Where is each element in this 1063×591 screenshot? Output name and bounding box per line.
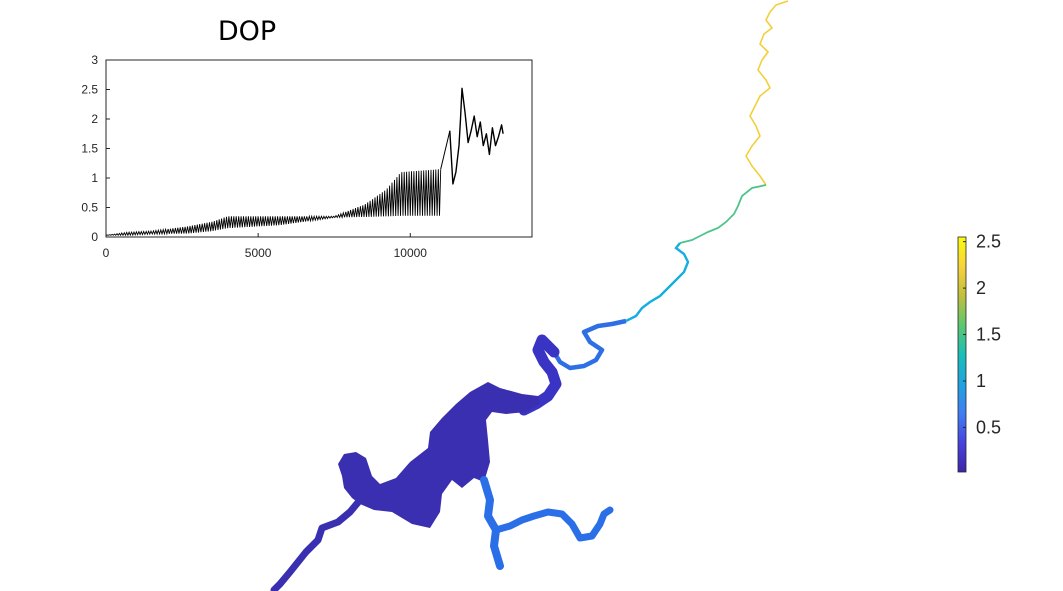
- x-axis: 0 5000 10000: [103, 233, 428, 260]
- lake-body: [338, 382, 540, 528]
- colorbar-tick-label: 1.5: [976, 325, 1001, 345]
- y-tick-label: 3: [91, 53, 98, 67]
- dop-join-line: [440, 130, 451, 170]
- y-axis: 0 0.5 1 1.5 2 2.5 3: [81, 53, 110, 244]
- x-tick-label: 5000: [245, 246, 272, 260]
- y-tick-label: 0.5: [81, 201, 98, 215]
- river-map: [270, 0, 789, 591]
- dop-series: [105, 87, 504, 237]
- colorbar-tick-label: 1: [976, 371, 986, 391]
- colorbar-ticks: 0.5 1 1.5 2 2.5: [963, 232, 1001, 437]
- plot-area-frame: [105, 59, 533, 238]
- dop-band-line: [105, 169, 442, 237]
- y-tick-label: 2.5: [81, 83, 98, 97]
- river-teal-channel: [625, 242, 690, 323]
- river-blue-channel: [552, 318, 627, 371]
- dop-tail-line: [449, 87, 504, 185]
- colorbar-gradient: [957, 236, 967, 473]
- river-upper-channel: [745, 0, 789, 186]
- colorbar: 0.5 1 1.5 2 2.5: [957, 232, 1001, 473]
- y-tick-label: 2: [91, 112, 98, 126]
- chart-title: DOP: [218, 16, 276, 47]
- y-tick-label: 0: [91, 230, 98, 244]
- x-tick-label: 0: [103, 246, 110, 260]
- dop-inset-chart: DOP 0 5000 10000 0 0.5 1 1.5 2 2.5 3: [81, 16, 533, 260]
- river-lower-outlet: [270, 496, 364, 591]
- y-tick-label: 1.5: [81, 142, 98, 156]
- y-tick-label: 1: [91, 171, 98, 185]
- colorbar-tick-label: 2.5: [976, 232, 1001, 252]
- colorbar-tick-label: 0.5: [976, 417, 1001, 437]
- river-right-branch: [480, 476, 504, 570]
- colorbar-tick-label: 2: [976, 278, 986, 298]
- river-right-arm: [492, 506, 614, 542]
- x-tick-label: 10000: [394, 246, 428, 260]
- river-middle-channel: [679, 184, 767, 244]
- river-loop: [518, 334, 562, 416]
